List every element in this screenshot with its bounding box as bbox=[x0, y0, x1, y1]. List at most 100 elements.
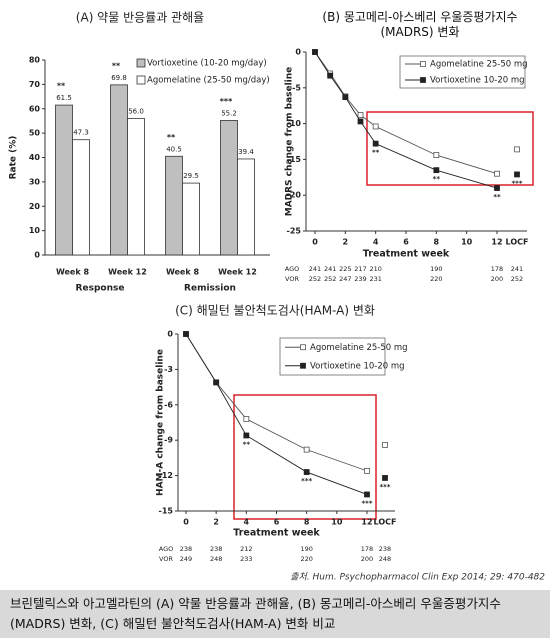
n-value: 239 bbox=[354, 275, 366, 283]
series-line bbox=[314, 51, 498, 175]
x-tick-label: 4 bbox=[373, 238, 379, 247]
x-tick-label: Week 12 bbox=[108, 268, 147, 277]
marker bbox=[372, 140, 379, 147]
marker bbox=[312, 49, 318, 55]
n-value: 220 bbox=[430, 275, 442, 283]
value-label: 56.0 bbox=[128, 108, 144, 116]
n-row-label: AGO bbox=[159, 545, 174, 553]
value-label: 55.2 bbox=[221, 109, 237, 117]
n-value: 247 bbox=[339, 275, 351, 283]
legend-swatch bbox=[136, 58, 146, 68]
y-tick-label: -6 bbox=[164, 400, 173, 409]
n-value: 252 bbox=[324, 275, 336, 283]
marker bbox=[364, 467, 370, 474]
marker bbox=[300, 362, 306, 369]
x-axis-label: Treatment week bbox=[233, 528, 320, 539]
marker bbox=[514, 146, 520, 153]
n-value: 200 bbox=[491, 275, 503, 283]
y-tick-label: -15 bbox=[159, 507, 174, 516]
marker bbox=[243, 416, 250, 422]
n-value: 210 bbox=[369, 265, 381, 273]
marker bbox=[433, 167, 440, 174]
y-tick-label: 0 bbox=[295, 48, 301, 57]
y-tick-label: 10 bbox=[29, 226, 41, 235]
y-tick-label: 80 bbox=[29, 56, 41, 65]
x-tick-label: 0 bbox=[312, 238, 318, 247]
marker bbox=[433, 152, 440, 159]
x-tick-label: 10 bbox=[331, 518, 343, 527]
x-tick-label: 2 bbox=[213, 518, 219, 527]
x-axis-label: Treatment week bbox=[363, 249, 450, 260]
y-tick-label: -15 bbox=[287, 155, 302, 164]
n-value: 248 bbox=[379, 555, 391, 563]
significance: ** bbox=[112, 61, 121, 70]
marker bbox=[514, 171, 520, 178]
bar bbox=[72, 139, 90, 256]
value-label: 61.5 bbox=[56, 94, 72, 102]
legend-label: Agomelatine 25-50 mg bbox=[430, 60, 528, 70]
legend-box bbox=[399, 55, 526, 89]
n-value: 238 bbox=[210, 545, 222, 553]
significance: ** bbox=[167, 133, 176, 142]
y-tick-label: -20 bbox=[287, 191, 302, 200]
chart-title: (C) 해밀턴 불안척도검사(HAM-A) 변화 bbox=[175, 304, 375, 318]
legend-label: Vortioxetine (10-20 mg/day) bbox=[147, 59, 267, 69]
n-value: 241 bbox=[511, 265, 523, 273]
legend-box bbox=[279, 337, 386, 376]
significance: ** bbox=[243, 440, 251, 448]
n-value: 217 bbox=[354, 265, 366, 273]
marker bbox=[357, 118, 364, 125]
highlight-box bbox=[366, 111, 534, 186]
significance: *** bbox=[301, 477, 312, 485]
significance: ** bbox=[57, 82, 66, 91]
significance: ** bbox=[372, 149, 380, 157]
y-tick-label: -3 bbox=[164, 365, 173, 374]
n-value: 190 bbox=[300, 545, 312, 553]
n-value: 178 bbox=[491, 265, 503, 273]
y-tick-label: -25 bbox=[287, 227, 302, 236]
marker bbox=[420, 77, 426, 83]
value-label: 39.4 bbox=[238, 148, 254, 156]
marker bbox=[357, 112, 364, 118]
legend-label: Vortioxetine 10-20 mg bbox=[430, 76, 525, 86]
caption: 브린텔릭스와 아고멜라틴의 (A) 약물 반응률과 관해율, (B) 몽고메리-… bbox=[0, 590, 550, 638]
significance: *** bbox=[362, 499, 373, 507]
n-row-label: AGO bbox=[285, 265, 300, 273]
x-tick-label: Week 8 bbox=[166, 268, 199, 277]
n-value: 233 bbox=[240, 555, 252, 563]
bar bbox=[127, 118, 145, 256]
legend-label: Agomelatine (25-50 mg/day) bbox=[147, 76, 270, 86]
bar bbox=[220, 120, 238, 256]
y-tick-label: -9 bbox=[164, 436, 173, 445]
series-line bbox=[185, 333, 368, 472]
n-value: 231 bbox=[369, 275, 381, 283]
n-value: 190 bbox=[430, 265, 442, 273]
bar bbox=[165, 155, 183, 256]
marker bbox=[303, 446, 310, 453]
x-tick-label: 12 bbox=[491, 238, 502, 247]
x-tick-label: LOCF bbox=[374, 518, 397, 527]
bar bbox=[237, 158, 255, 256]
x-tick-label: Week 12 bbox=[218, 268, 257, 277]
value-label: 40.5 bbox=[166, 145, 182, 153]
y-tick-label: -12 bbox=[159, 471, 173, 480]
n-value: 200 bbox=[361, 555, 373, 563]
legend-swatch bbox=[136, 75, 146, 85]
marker bbox=[303, 469, 310, 475]
x-tick-label: 4 bbox=[244, 518, 250, 527]
n-value: 252 bbox=[309, 275, 321, 283]
n-value: 241 bbox=[324, 265, 336, 273]
x-tick-label: 0 bbox=[183, 518, 189, 527]
marker bbox=[327, 72, 334, 79]
bar bbox=[182, 182, 200, 256]
marker bbox=[494, 170, 500, 177]
marker bbox=[364, 491, 370, 498]
significance: ** bbox=[493, 193, 501, 201]
marker bbox=[382, 475, 388, 481]
marker bbox=[243, 432, 250, 439]
y-tick-label: -5 bbox=[292, 83, 301, 92]
marker bbox=[342, 94, 349, 101]
n-value: 212 bbox=[240, 545, 252, 553]
